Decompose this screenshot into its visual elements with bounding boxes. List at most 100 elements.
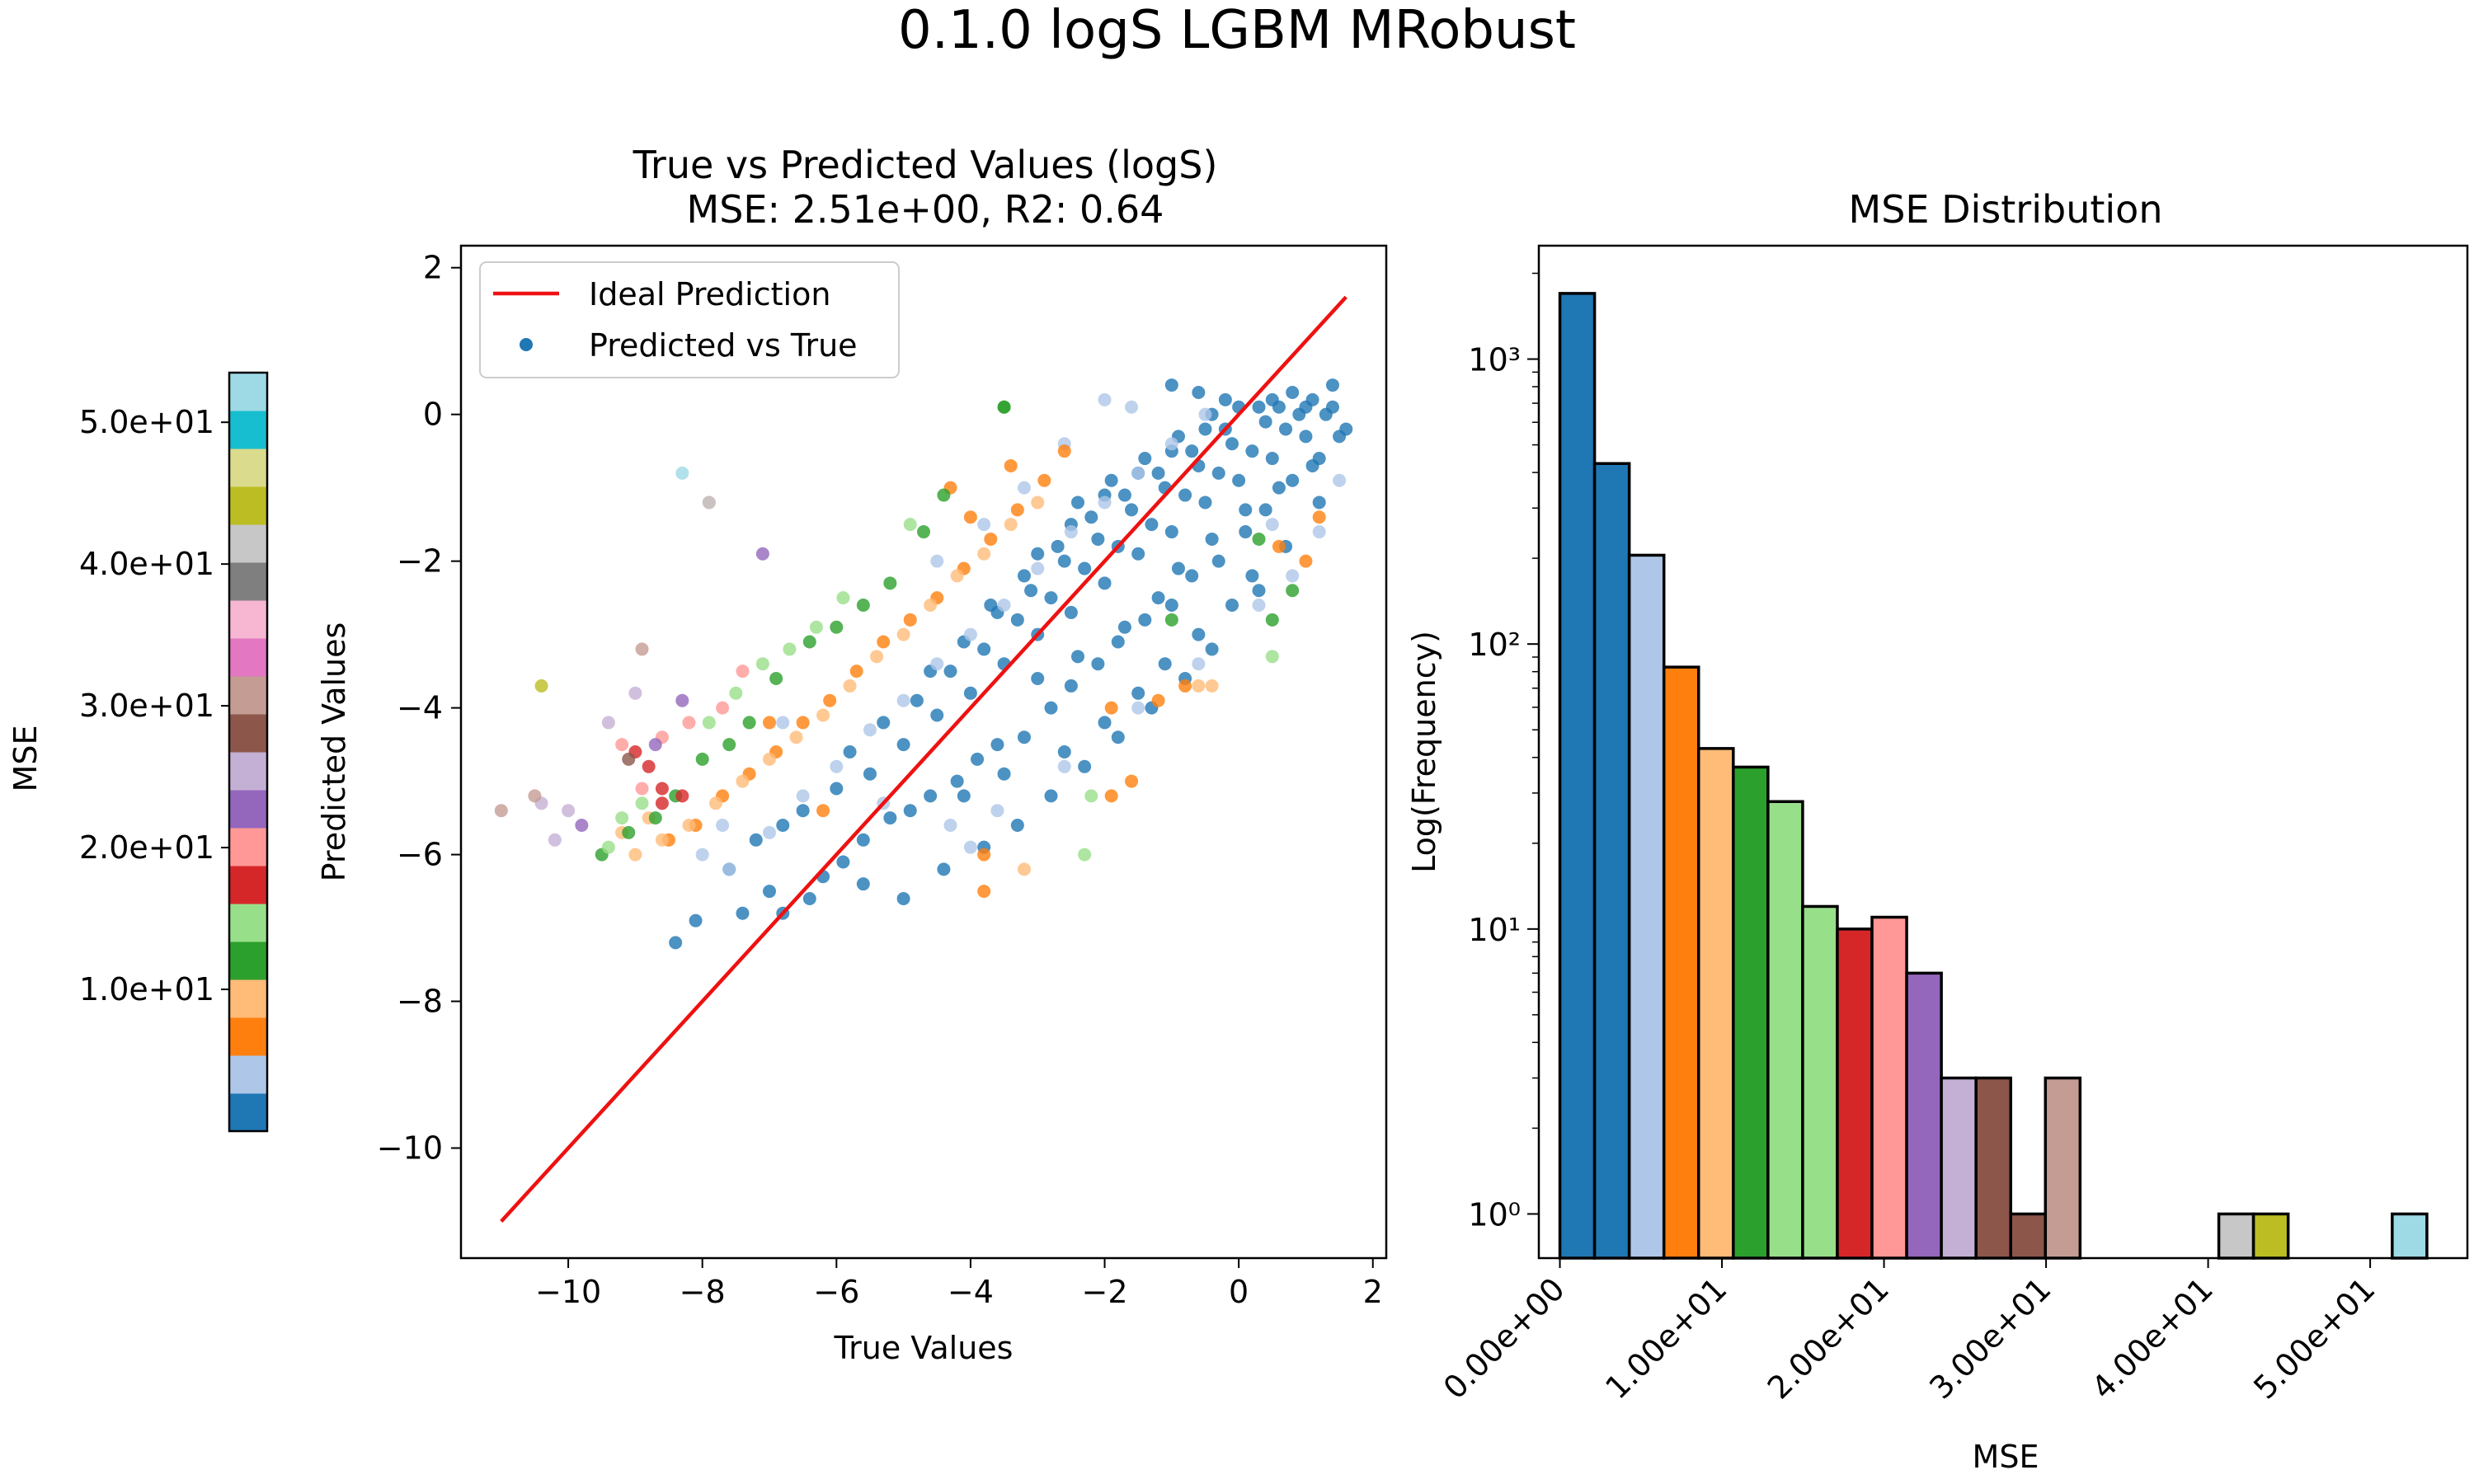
scatter-point <box>1164 378 1178 392</box>
histogram-bar <box>1940 1076 1978 1260</box>
scatter-point <box>1239 525 1253 539</box>
scatter-point <box>534 679 548 693</box>
scatter-point <box>863 767 877 781</box>
scatter-point <box>1131 686 1145 700</box>
colorbar-segment <box>229 600 267 639</box>
scatter-point <box>856 877 870 891</box>
legend-entry-points: Predicted vs True <box>589 327 858 364</box>
scatter-point <box>877 635 891 649</box>
colorbar-tick-label: 2.0e+01 <box>79 829 214 866</box>
scatter-point <box>823 693 837 707</box>
scatter-point <box>648 738 662 752</box>
scatter-point <box>622 752 636 766</box>
scatter-point <box>930 657 944 671</box>
scatter-point <box>615 811 629 825</box>
scatter-point <box>1131 466 1145 480</box>
scatter-point <box>1098 392 1112 406</box>
scatter-point <box>1078 561 1092 575</box>
colorbar-segment <box>229 790 267 829</box>
scatter-point <box>548 833 562 847</box>
scatter-point <box>1252 599 1266 613</box>
scatter-point <box>1245 444 1259 458</box>
scatter-point <box>601 840 615 854</box>
scatter-point <box>1339 422 1353 436</box>
scatter-point <box>716 818 730 832</box>
scatter-point <box>977 518 991 532</box>
scatter-point <box>1192 627 1206 641</box>
scatter-point <box>802 635 816 649</box>
scatter-point <box>1057 759 1071 773</box>
scatter-point <box>1265 452 1279 466</box>
scatter-point <box>896 738 910 752</box>
colorbar-tick-label: 1.0e+01 <box>79 971 214 1007</box>
scatter-point <box>1312 495 1326 510</box>
scatter-point <box>1010 818 1024 832</box>
scatter-point <box>675 466 689 480</box>
scatter-point <box>655 833 669 847</box>
scatter-point <box>1265 613 1279 627</box>
scatter-subtitle: MSE: 2.51e+00, R2: 0.64 <box>687 187 1164 232</box>
scatter-point <box>1299 554 1313 568</box>
scatter-point <box>562 804 576 818</box>
scatter-point <box>1078 759 1092 773</box>
scatter-point <box>883 576 897 590</box>
scatter-point <box>702 495 716 510</box>
scatter-point <box>830 782 844 796</box>
scatter-point <box>669 936 683 950</box>
scatter-point <box>1265 518 1279 532</box>
scatter-point <box>1031 561 1045 575</box>
scatter-point <box>1225 437 1239 451</box>
scatter-y-tick-label: 0 <box>423 397 443 433</box>
scatter-point <box>1084 789 1098 803</box>
scatter-point <box>628 686 642 700</box>
scatter-point <box>1319 407 1333 421</box>
scatter-point <box>1098 716 1112 730</box>
colorbar-segment <box>229 1017 267 1056</box>
histogram-y-label: Log(Frequency) <box>1406 631 1442 873</box>
scatter-point <box>1312 510 1326 524</box>
scatter-point <box>635 782 649 796</box>
scatter-point <box>843 679 857 693</box>
scatter-point <box>997 767 1011 781</box>
scatter-point <box>1164 525 1178 539</box>
scatter-point <box>1239 503 1253 517</box>
scatter-point <box>635 642 649 656</box>
scatter-point <box>1258 503 1272 517</box>
colorbar-tick-label: 5.0e+01 <box>79 404 214 440</box>
scatter-point <box>1057 444 1071 458</box>
histogram-y-tick-label: 10³ <box>1468 342 1521 378</box>
colorbar-segment <box>229 828 267 866</box>
scatter-point <box>1031 672 1045 686</box>
scatter-point <box>776 716 790 730</box>
scatter-point <box>971 752 985 766</box>
colorbar-segment <box>229 866 267 904</box>
scatter-point <box>1232 473 1246 487</box>
scatter-point <box>930 708 944 722</box>
scatter-point <box>1024 584 1038 598</box>
scatter-title: True vs Predicted Values (logS) <box>633 143 1218 187</box>
scatter-point <box>930 554 944 568</box>
histogram-axes-frame <box>1537 244 2469 1260</box>
scatter-point <box>963 627 977 641</box>
scatter-point <box>997 599 1011 613</box>
scatter-point <box>856 599 870 613</box>
scatter-point <box>1111 730 1125 744</box>
scatter-point <box>622 825 636 839</box>
scatter-point <box>1064 679 1078 693</box>
scatter-point <box>816 708 830 722</box>
scatter-point <box>1305 458 1319 472</box>
scatter-point <box>1017 481 1031 495</box>
scatter-point <box>963 840 977 854</box>
scatter-point <box>977 547 991 561</box>
histogram-bar <box>1974 1076 2012 1260</box>
figure-title: 0.1.0 logS LGBM MRobust <box>898 0 1576 61</box>
scatter-point <box>1031 495 1045 510</box>
scatter-point <box>1044 789 1058 803</box>
scatter-point <box>943 818 957 832</box>
scatter-point <box>990 738 1004 752</box>
scatter-point <box>977 642 991 656</box>
scatter-point <box>1111 635 1125 649</box>
histogram-bar <box>1732 765 1770 1260</box>
scatter-point <box>736 665 750 679</box>
scatter-point <box>816 804 830 818</box>
